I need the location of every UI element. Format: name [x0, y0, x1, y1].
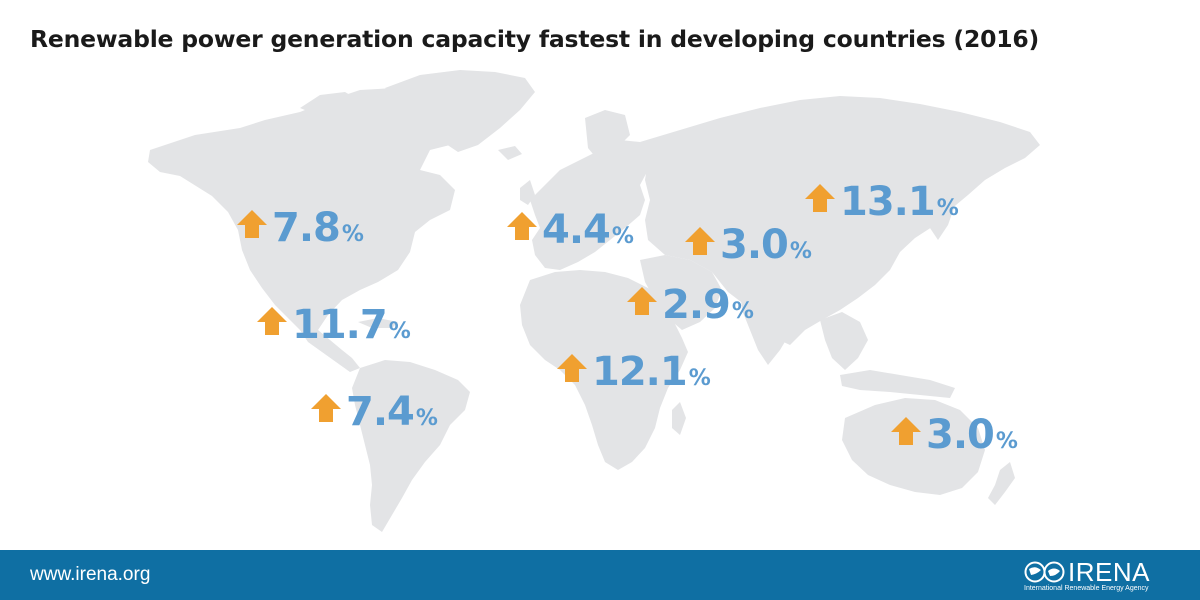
stat-value: 4.4 [542, 207, 611, 253]
madagascar-landmass [672, 402, 686, 435]
stat-unit: % [789, 239, 812, 264]
stat-value: 3.0 [926, 412, 995, 458]
stat-value: 7.4 [346, 389, 415, 435]
stat-unit: % [388, 319, 411, 344]
stat-unit: % [688, 366, 711, 391]
india-landmass [740, 285, 800, 365]
stat-asia: 13.1 % [804, 182, 959, 222]
stat-south-america: 7.4 % [310, 392, 438, 432]
up-arrow-icon [310, 394, 342, 426]
europe-landmass [530, 140, 650, 270]
stat-unit: % [731, 299, 754, 324]
stat-value: 12.1 [592, 349, 688, 395]
stat-unit: % [995, 429, 1018, 454]
stat-value: 3.0 [720, 222, 789, 268]
africa-landmass [520, 270, 688, 470]
stat-unit: % [611, 224, 634, 249]
stat-unit: % [415, 406, 438, 431]
southeast-asia-landmass [820, 312, 868, 370]
arctic-islands-landmass [300, 92, 362, 118]
up-arrow-icon [236, 210, 268, 242]
up-arrow-icon [556, 354, 588, 386]
middle-east-landmass [640, 255, 722, 330]
logo-subtitle: International Renewable Energy Agency [1024, 585, 1149, 592]
up-arrow-icon [506, 212, 538, 244]
stat-eurasia: 3.0 % [684, 225, 812, 265]
up-arrow-icon [256, 307, 288, 339]
stat-europe: 4.4 % [506, 210, 634, 250]
stat-africa: 12.1 % [556, 352, 711, 392]
stat-oceania: 3.0 % [890, 415, 1018, 455]
irena-logo: IRENA International Renewable Energy Age… [1024, 555, 1174, 595]
page-title: Renewable power generation capacity fast… [30, 25, 1040, 53]
world-map: 7.8 % 4.4 % 3.0 % 13.1 % 2.9 % 11.7 % 12… [148, 70, 1040, 532]
stat-central-america: 11.7 % [256, 305, 411, 345]
caribbean-landmass [358, 318, 398, 328]
north-america-landmass [148, 88, 455, 330]
central-america-landmass [300, 330, 360, 372]
up-arrow-icon [890, 417, 922, 449]
iceland-landmass [498, 146, 522, 160]
stat-value: 11.7 [292, 302, 388, 348]
globe-logo-icon [1024, 561, 1065, 583]
stat-value: 13.1 [840, 179, 936, 225]
up-arrow-icon [684, 227, 716, 259]
stat-unit: % [936, 196, 959, 221]
new-zealand-landmass [988, 462, 1015, 505]
stat-unit: % [341, 222, 364, 247]
up-arrow-icon [626, 287, 658, 319]
website-link[interactable]: www.irena.org [30, 564, 151, 585]
stat-middle-east: 2.9 % [626, 285, 754, 325]
south-america-landmass [352, 360, 470, 532]
up-arrow-icon [804, 184, 836, 216]
logo-name: IRENA [1068, 557, 1150, 587]
footer-bar: www.irena.org IRENA International Renewa… [0, 550, 1200, 600]
stat-north-america: 7.8 % [236, 208, 364, 248]
stat-value: 2.9 [662, 282, 731, 328]
world-map-graphic [148, 70, 1040, 532]
indonesia-landmass [840, 370, 955, 398]
australia-landmass [842, 398, 985, 495]
greenland-landmass [385, 70, 535, 152]
japan-landmass [930, 190, 955, 240]
stat-value: 7.8 [272, 205, 341, 251]
scandinavia-landmass [585, 110, 630, 160]
uk-landmass [520, 180, 535, 205]
asia-landmass [640, 96, 1040, 345]
